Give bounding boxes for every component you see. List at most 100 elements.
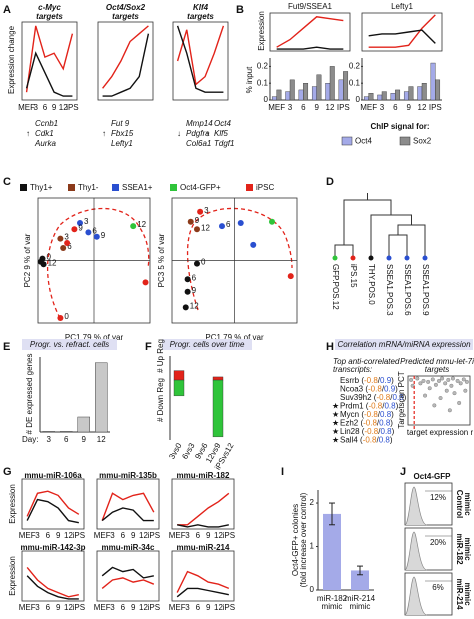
series-line [177,524,229,528]
point [427,386,432,391]
gene-part: ) [390,419,393,428]
point [219,223,225,230]
legend-swatch [112,184,119,191]
axis-label: PC1 79 % of var [205,333,264,342]
percent: 20% [430,538,446,547]
axis-label: Expression change [7,25,16,94]
x-tick-label: MEF [169,603,186,612]
gene-name: Fbx15 [111,129,134,138]
plot-frame [171,478,235,530]
x-tick-label: 6 [301,103,306,112]
axis-label: # Up Reg [156,339,165,373]
point-label: 6 [92,226,97,235]
x-tick-label: MEF [19,531,36,540]
chart-subtitle: targets [36,12,63,21]
x-tick-label: iPS [73,603,85,612]
series-line [368,14,436,48]
axis-label: Expression [8,556,17,596]
point [410,383,415,388]
x-tick-label: 9 [131,603,136,612]
series-line [176,25,224,93]
x-tick-label: MEF [94,603,111,612]
point [250,241,257,248]
x-tick-label: 3 [380,103,385,112]
percent: 6% [432,583,444,592]
row-label: mimic [463,492,472,516]
bar [325,82,331,101]
legend-label: Oct4-GFP+ [180,183,221,192]
gene-part: / [378,410,381,419]
point [187,218,194,225]
point [77,220,83,226]
point [426,379,431,384]
point-label: 12 [137,220,146,229]
star: ★ [332,427,339,436]
gene-line: Suv39h2 (-0.8/0.8) [340,393,407,402]
point [415,376,420,381]
point [432,403,437,408]
x-tick-label: iPS [148,531,160,540]
x-tick-label: 12 [214,531,223,540]
bar [408,86,414,101]
x-tick-label: miR-214 [345,594,376,603]
x-tick-label: 9 [56,531,61,540]
point-label: 9 [78,223,83,232]
axis-label: Targetscan PCT [397,371,406,428]
histogram [404,576,428,616]
point-label: 3 [84,217,89,226]
chart-title: c-Myc [38,3,61,12]
bar [368,93,374,101]
x-tick-label: IPS [429,103,442,112]
gene-line: Mycn (-0.8/0.8) [340,410,394,419]
point [457,401,462,405]
branch [370,214,412,258]
x-tick-label: 12 [418,103,427,112]
axis-label: Expression [8,484,17,524]
series-line [26,575,79,600]
point [464,379,469,384]
panel-label: J [400,466,406,478]
branch [334,244,354,258]
point [461,377,466,382]
chart-title: mmu-miR-135b [99,471,157,480]
gene-line: Sall4 (-0.8/0.8) [340,436,393,445]
axis-label: Expression [257,11,266,51]
gene-part: 0.8 [384,402,396,411]
plot-frame [21,21,78,101]
percent: 12% [430,493,446,502]
plot-frame [404,482,453,526]
point [37,258,44,265]
gene-part: / [376,436,379,445]
point [423,393,427,398]
panel-label: H [326,341,334,353]
gene-part: 0.8 [379,419,391,428]
gene-part: Mycn ( [340,410,364,419]
point [237,220,244,226]
panel-label: C [3,176,11,188]
axis-label: PC2 9 % of var [23,233,32,287]
bar [343,71,349,101]
x-tick-label: MEF [19,603,36,612]
x-tick-label: 3 [185,531,190,540]
axis-label: % input [245,66,254,93]
x-tick-label: iPS [148,603,160,612]
x-tick-label: 6 [121,531,126,540]
point [269,218,275,225]
title-box [335,339,473,350]
gene-name: Fut 9 [111,119,130,128]
series-line [102,33,150,97]
legend-label: Sox2 [413,137,432,146]
axis-label: target expression r [407,428,474,437]
point [446,377,451,382]
x-tick-label: 3 [34,103,39,112]
gene-name: Aurka [34,139,56,148]
point-label: 12 [190,301,199,310]
bar [421,82,427,101]
bar [276,89,282,101]
gene-part: Ncoa3 ( [340,385,368,394]
point [447,408,452,413]
point [194,226,200,233]
point-label: 6 [67,242,72,251]
point [85,229,92,236]
gene-name: Mmp14 [186,119,213,128]
